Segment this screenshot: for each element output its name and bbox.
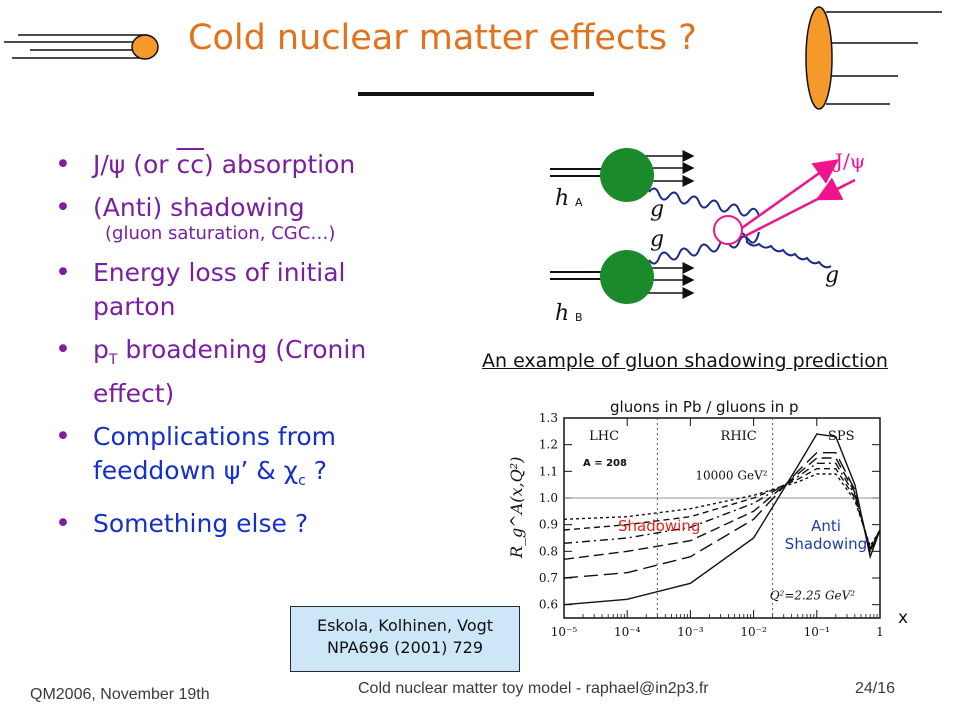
bullet-text: ) absorption (204, 150, 356, 179)
x-tick-label: 10⁻³ (677, 625, 704, 639)
bullet-dot: • (55, 192, 71, 223)
gluon-label-3: g (825, 263, 839, 288)
q2-low-label: Q²=2.25 GeV² (770, 588, 856, 602)
cc-bar-text: cc (176, 150, 205, 179)
gluon-fusion-diagram: h A h B g g g J/ψ (550, 148, 865, 326)
gluon-label-2: g (650, 227, 664, 252)
y-tick-label: 0.8 (539, 544, 558, 558)
bullet-text: broadening (Cronin effect) (93, 335, 367, 408)
bullet-dot: • (55, 508, 71, 539)
plot-title: gluons in Pb / gluons in p (610, 398, 799, 416)
anti-shadowing-text: Anti Shadowing (784, 517, 868, 553)
nucleus-b-blob (600, 250, 654, 304)
vertex-circle (713, 215, 743, 245)
plot-frame (563, 417, 881, 619)
y-axis-label: R_g^A(x,Q²) (507, 457, 526, 559)
q2-high-label: 10000 GeV² (695, 468, 767, 482)
bullet-text: J/ψ (or (93, 150, 177, 179)
bullet-list: • J/ψ (or cc) absorption • (Anti) shadow… (55, 148, 435, 550)
x-tick-label: 1 (876, 625, 884, 639)
y-tick-label: 1.0 (539, 491, 558, 505)
hb-label: h (555, 301, 569, 326)
bullet-absorption: • J/ψ (or cc) absorption (55, 148, 435, 182)
bullet-text: Energy loss of initial parton (93, 258, 346, 321)
footer-page-number: 24/16 (855, 680, 896, 697)
footer-date: QM2006, November 19th (30, 686, 210, 703)
slide-title: Cold nuclear matter effects ? (188, 18, 697, 58)
ha-label: h (555, 186, 569, 211)
bullet-text: Something else ? (93, 509, 309, 538)
y-tick-label: 0.7 (539, 571, 558, 585)
y-tick-label: 1.2 (539, 438, 558, 452)
bullet-pt-broadening: • pT broadening (Cronin effect) (55, 333, 435, 411)
shadowing-label: Shadowing (618, 517, 701, 535)
reference-authors: Eskola, Kolhinen, Vogt (316, 616, 494, 635)
footer-center: Cold nuclear matter toy model - raphael@… (358, 680, 709, 697)
region-label: SPS (828, 429, 855, 444)
bullet-text: p (93, 335, 109, 364)
subscript-text: c (298, 473, 306, 489)
reference-box: Eskola, Kolhinen, Vogt NPA696 (2001) 729 (290, 606, 520, 672)
bullet-text: Complications from feeddown ψ’ & χ (93, 422, 336, 485)
bullet-dot: • (55, 257, 71, 288)
bullet-dot: • (55, 334, 71, 365)
disc-right-icon (805, 6, 942, 110)
region-label: LHC (589, 429, 619, 444)
plot-caption: An example of gluon shadowing prediction (482, 350, 888, 372)
x-tick-label: 10⁻¹ (804, 625, 830, 639)
comet-left-icon (4, 34, 159, 60)
nucleus-a-blob (600, 148, 654, 202)
bullet-text: (Anti) shadowing (93, 193, 305, 222)
bullet-subtext: (gluon saturation, CGC…) (105, 223, 336, 244)
x-tick-label: 10⁻⁴ (614, 625, 641, 639)
ha-sub: A (575, 196, 583, 209)
gluon-label-1: g (650, 197, 664, 222)
y-tick-label: 0.9 (539, 518, 558, 532)
region-label: RHIC (721, 429, 757, 444)
x-tick-label: 10⁻⁵ (551, 625, 578, 639)
subscript-text: T (108, 352, 118, 368)
y-tick-label: 1.1 (539, 464, 558, 478)
bullet-something-else: • Something else ? (55, 507, 435, 541)
hb-sub: B (575, 311, 583, 324)
bullet-text: ? (305, 456, 328, 485)
series-line (563, 473, 881, 548)
bullet-dot: • (55, 149, 71, 180)
bullet-dot: • (55, 421, 71, 452)
x-tick-label: 10⁻² (740, 625, 767, 639)
y-tick-label: 1.3 (539, 411, 558, 425)
shadowing-chart: 10⁻⁵ 10⁻⁴ 10⁻³ 10⁻² 10⁻¹ 1 0.6 0.7 0.8 0.9 1.0 1.1 1… (507, 411, 884, 639)
jpsi-label: J/ψ (833, 149, 865, 173)
bullet-feeddown: • Complications from feeddown ψ’ & χc ? (55, 420, 435, 498)
reference-journal: NPA696 (2001) 729 (327, 638, 483, 657)
bullet-shadowing: • (Anti) shadowing (55, 191, 435, 225)
x-axis-label: x (898, 608, 909, 628)
series-line (563, 468, 881, 551)
y-tick-label: 0.6 (539, 598, 558, 612)
mass-number-label: A = 208 (583, 458, 627, 469)
anti-shadowing-label: Anti Shadowing (776, 517, 876, 553)
bullet-energy-loss: • Energy loss of initial parton (55, 256, 435, 324)
title-underline (358, 92, 594, 96)
